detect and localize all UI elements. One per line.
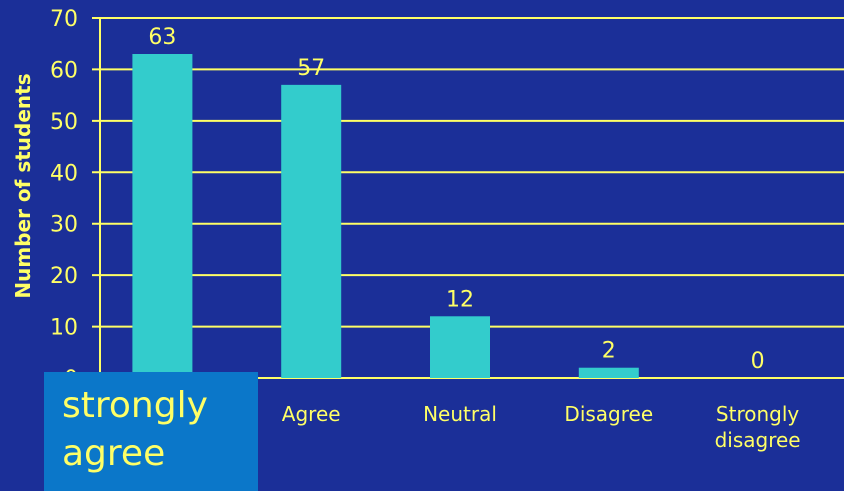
y-tick-label: 50: [50, 110, 78, 135]
y-tick-label: 30: [50, 213, 78, 238]
data-label: 0: [751, 349, 765, 374]
x-tick-label: Disagree: [564, 402, 653, 426]
bar: [578, 367, 639, 378]
y-tick-label: 40: [50, 161, 78, 186]
x-axis-ticks: Agree Neutral Disagree Strongly disagree: [282, 402, 801, 452]
y-tick-label: 70: [50, 7, 78, 32]
data-label: 63: [148, 25, 176, 50]
gridlines: [92, 17, 844, 379]
data-label: 57: [297, 56, 325, 81]
y-tick-label: 20: [50, 264, 78, 289]
bar: [132, 54, 193, 378]
x-tick-label: Strongly disagree: [715, 402, 801, 452]
y-axis-label: Number of students: [11, 73, 35, 298]
bar: [430, 316, 490, 378]
data-label: 12: [446, 287, 474, 312]
callout-label: strongly agree: [62, 385, 208, 474]
data-label: 2: [602, 339, 616, 364]
y-tick-label: 10: [50, 316, 78, 341]
callout-box: [44, 372, 258, 491]
data-labels: 63 57 12 2 0: [148, 25, 764, 374]
bar: [281, 84, 342, 378]
x-tick-label: Agree: [282, 402, 341, 426]
bars: [132, 54, 639, 378]
y-tick-label: 60: [50, 58, 78, 83]
x-tick-label: Neutral: [423, 402, 497, 426]
